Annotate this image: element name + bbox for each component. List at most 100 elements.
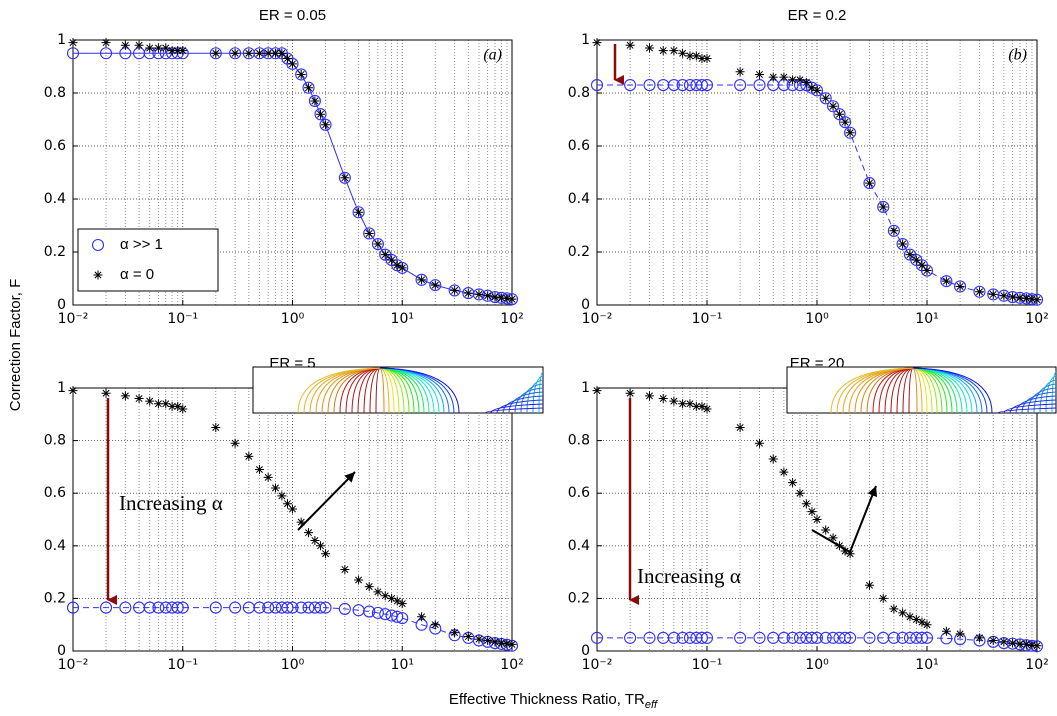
- x-tick-label: 10¹: [915, 311, 938, 327]
- point-marker: [754, 438, 764, 448]
- point-marker: [474, 634, 484, 644]
- point-marker: [230, 48, 240, 58]
- inset-contour: [484, 407, 544, 414]
- point-marker: [211, 422, 221, 432]
- x-tick-label: 10¹: [391, 657, 414, 673]
- point-marker: [314, 601, 327, 614]
- y-tick-label: 1: [581, 380, 590, 396]
- point-marker: [922, 266, 932, 276]
- axes-frame: [596, 39, 1038, 306]
- point-marker: [143, 601, 156, 614]
- point-marker: [371, 238, 384, 251]
- point-marker: [697, 401, 707, 411]
- point-marker: [502, 639, 512, 649]
- point-marker: [683, 631, 697, 644]
- point-marker: [295, 601, 308, 614]
- point-marker: [643, 79, 656, 92]
- point-marker: [472, 288, 486, 301]
- inset-contour: [1045, 375, 1057, 414]
- inset-contour: [1039, 379, 1057, 414]
- inset-contour: [908, 367, 914, 414]
- point-marker: [625, 388, 635, 398]
- point-marker: [667, 631, 680, 644]
- y-tick-label: 0.2: [44, 590, 66, 606]
- point-marker: [396, 612, 409, 625]
- point-marker: [1008, 638, 1018, 648]
- point-marker: [819, 92, 832, 105]
- point-marker: [338, 171, 351, 184]
- point-marker: [392, 596, 402, 606]
- point-marker: [863, 177, 876, 190]
- annotation: Increasing α: [637, 564, 741, 588]
- point-marker: [753, 631, 766, 644]
- point-marker: [209, 601, 222, 614]
- point-marker: [658, 394, 668, 404]
- point-marker: [896, 631, 909, 644]
- pointer-arrow: [297, 471, 356, 531]
- point-marker: [263, 48, 273, 58]
- point-marker: [496, 638, 506, 648]
- point-marker: [754, 69, 764, 79]
- x-tick-label: 10⁰: [805, 311, 829, 327]
- chart-title: ER = 0.2: [788, 7, 847, 24]
- point-marker: [685, 51, 695, 61]
- point-marker: [643, 631, 656, 644]
- point-marker: [354, 207, 364, 217]
- point-marker: [683, 79, 697, 92]
- point-marker: [483, 635, 493, 645]
- point-marker: [786, 631, 799, 644]
- y-tick-label: 1: [581, 32, 590, 48]
- point-marker: [295, 68, 308, 81]
- point-marker: [1027, 294, 1037, 304]
- point-marker: [363, 227, 376, 240]
- point-marker: [120, 391, 130, 401]
- chart-title: ER = 0.05: [259, 7, 326, 24]
- point-marker: [373, 239, 383, 249]
- point-marker: [905, 612, 915, 622]
- point-marker: [304, 528, 314, 538]
- point-marker: [839, 631, 852, 644]
- point-marker: [340, 173, 350, 183]
- point-marker: [304, 83, 314, 93]
- point-marker: [624, 631, 637, 644]
- point-marker: [161, 43, 171, 53]
- point-marker: [844, 126, 857, 139]
- point-marker: [735, 67, 745, 77]
- point-marker: [834, 109, 844, 119]
- point-marker: [254, 48, 264, 58]
- legend-marker: [93, 270, 103, 280]
- inset-contour: [297, 367, 381, 414]
- point-marker: [1015, 639, 1025, 649]
- point-marker: [805, 631, 819, 644]
- point-marker: [624, 79, 637, 92]
- point-marker: [1032, 295, 1042, 305]
- point-marker: [685, 399, 695, 409]
- point-marker: [152, 601, 165, 614]
- x-tick-label: 10⁻¹: [167, 657, 198, 673]
- point-marker: [99, 47, 113, 60]
- point-marker: [507, 294, 517, 304]
- inset-contour: [830, 367, 914, 414]
- point-marker: [387, 255, 397, 265]
- point-marker: [178, 404, 188, 414]
- x-tick-label: 10²: [500, 311, 523, 327]
- point-marker: [878, 202, 888, 212]
- point-marker: [812, 515, 822, 524]
- point-marker: [898, 239, 908, 249]
- point-marker: [644, 43, 654, 53]
- point-marker: [828, 533, 838, 543]
- point-marker: [592, 386, 602, 396]
- point-marker: [229, 601, 242, 614]
- point-marker: [988, 289, 998, 299]
- point-marker: [1021, 293, 1031, 303]
- point-marker: [911, 614, 921, 624]
- point-marker: [810, 631, 824, 644]
- point-marker: [173, 401, 183, 411]
- point-marker: [667, 79, 680, 92]
- point-marker: [429, 279, 442, 292]
- inset-contour: [912, 367, 993, 414]
- point-marker: [974, 287, 984, 297]
- x-tick-label: 10⁻²: [58, 311, 89, 327]
- point-marker: [286, 57, 299, 70]
- point-marker: [691, 51, 701, 61]
